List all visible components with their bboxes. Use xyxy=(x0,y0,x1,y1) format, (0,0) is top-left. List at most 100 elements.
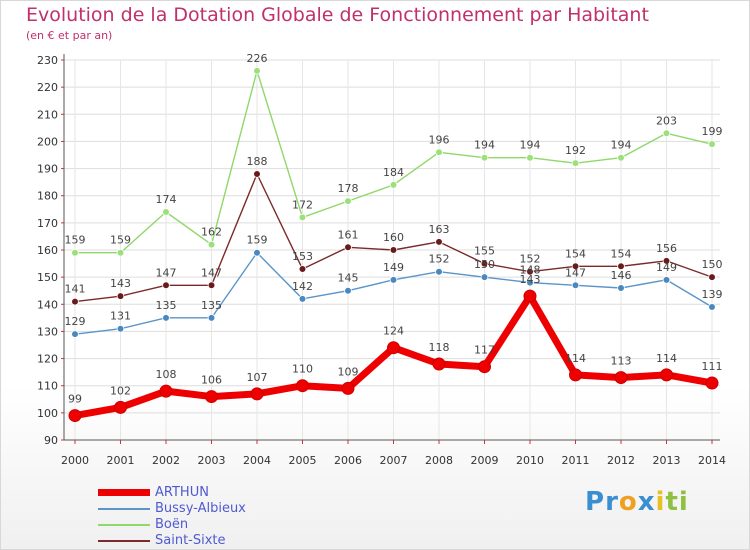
data-label-bo-n: 192 xyxy=(565,144,586,157)
point-bussy-albieux xyxy=(708,303,716,311)
point-arthun xyxy=(250,387,264,401)
point-bo-n xyxy=(162,208,170,216)
point-arthun xyxy=(114,400,127,414)
data-label-bussy-albieux: 150 xyxy=(474,258,495,271)
point-bo-n xyxy=(71,248,79,257)
y-tick-label: 130 xyxy=(37,325,58,338)
y-tick-label: 160 xyxy=(37,244,58,257)
x-tick-label: 2001 xyxy=(107,454,135,467)
data-label-arthun: 124 xyxy=(383,325,404,338)
data-label-saint-sixte: 154 xyxy=(611,247,632,260)
y-tick-label: 210 xyxy=(37,108,58,121)
data-label-bo-n: 226 xyxy=(247,52,268,65)
data-label-bo-n: 194 xyxy=(474,139,495,152)
y-tick-label: 140 xyxy=(37,298,58,311)
data-label-bo-n: 194 xyxy=(520,139,541,152)
data-label-bussy-albieux: 135 xyxy=(156,299,177,312)
data-label-arthun: 118 xyxy=(429,341,450,354)
data-label-bo-n: 178 xyxy=(338,182,359,195)
data-label-bo-n: 159 xyxy=(65,234,86,247)
data-label-bo-n: 203 xyxy=(656,114,677,127)
data-label-bussy-albieux: 148 xyxy=(520,264,541,277)
x-tick-label: 2006 xyxy=(334,454,362,467)
point-saint-sixte xyxy=(253,170,261,178)
logo-letter: P xyxy=(585,487,606,517)
data-label-saint-sixte: 147 xyxy=(156,266,177,279)
point-bo-n xyxy=(116,248,125,257)
point-bo-n xyxy=(526,153,534,162)
point-bussy-albieux xyxy=(253,248,261,257)
legend-label: Boën xyxy=(155,517,189,532)
point-bo-n xyxy=(253,67,261,75)
data-label-saint-sixte: 163 xyxy=(429,223,450,236)
data-label-saint-sixte: 147 xyxy=(201,266,222,279)
point-bussy-albieux xyxy=(662,276,671,284)
point-bo-n xyxy=(708,140,716,148)
legend-label: Saint-Sixte xyxy=(155,533,226,548)
chart-subtitle: (en € et par an) xyxy=(26,29,113,42)
point-arthun xyxy=(387,341,400,355)
point-bussy-albieux xyxy=(389,276,398,284)
x-tick-label: 2011 xyxy=(562,454,590,467)
x-tick-label: 2005 xyxy=(289,454,317,467)
x-tick-label: 2012 xyxy=(607,454,635,467)
point-saint-sixte xyxy=(116,292,125,300)
y-tick-label: 170 xyxy=(37,217,58,230)
x-tick-label: 2002 xyxy=(152,454,180,467)
data-label-saint-sixte: 161 xyxy=(338,228,359,241)
x-tick-label: 2009 xyxy=(471,454,499,467)
y-tick-label: 90 xyxy=(44,434,58,447)
x-tick-label: 2007 xyxy=(380,454,408,467)
logo-letter: i xyxy=(678,487,689,517)
x-tick-label: 2014 xyxy=(698,454,726,467)
point-saint-sixte xyxy=(298,265,307,273)
y-tick-label: 190 xyxy=(37,163,58,176)
y-tick-label: 150 xyxy=(37,271,58,284)
proxiti-logo: Proxiti xyxy=(585,487,689,517)
point-bo-n xyxy=(480,153,489,162)
data-label-bo-n: 184 xyxy=(383,166,404,179)
point-bo-n xyxy=(344,197,352,205)
point-arthun xyxy=(523,289,537,303)
point-bussy-albieux xyxy=(617,284,625,292)
data-label-arthun: 107 xyxy=(247,371,268,384)
data-label-saint-sixte: 155 xyxy=(474,245,495,258)
data-label-saint-sixte: 154 xyxy=(565,247,586,260)
data-label-arthun: 106 xyxy=(201,374,222,387)
data-label-bussy-albieux: 149 xyxy=(656,261,677,274)
point-arthun xyxy=(432,357,446,371)
data-label-bussy-albieux: 152 xyxy=(429,253,450,266)
point-arthun xyxy=(68,409,82,423)
point-bussy-albieux xyxy=(480,273,489,281)
point-bussy-albieux xyxy=(162,314,170,322)
data-label-bussy-albieux: 145 xyxy=(338,272,359,285)
logo-letter: r xyxy=(605,487,619,517)
point-saint-sixte xyxy=(435,238,443,246)
legend-swatch-saint-sixte xyxy=(98,540,150,542)
point-saint-sixte xyxy=(344,243,352,252)
data-label-bo-n: 194 xyxy=(611,139,632,152)
point-bussy-albieux xyxy=(526,278,534,287)
point-arthun xyxy=(205,390,218,404)
point-saint-sixte xyxy=(708,273,716,281)
data-label-saint-sixte: 150 xyxy=(702,258,723,271)
data-label-saint-sixte: 188 xyxy=(247,155,268,168)
point-bussy-albieux xyxy=(207,314,216,322)
y-tick-label: 120 xyxy=(37,353,58,366)
data-label-bussy-albieux: 131 xyxy=(110,310,131,323)
logo-letter: x xyxy=(637,487,656,517)
data-label-bussy-albieux: 149 xyxy=(383,261,404,274)
data-label-saint-sixte: 143 xyxy=(110,277,131,290)
point-arthun xyxy=(478,360,491,374)
legend-swatch-bo-n xyxy=(98,524,150,526)
data-label-bussy-albieux: 146 xyxy=(611,269,632,282)
data-label-saint-sixte: 141 xyxy=(65,283,86,296)
point-arthun xyxy=(614,371,628,385)
point-bussy-albieux xyxy=(116,324,125,333)
legend-swatch-bussy-albieux xyxy=(98,508,150,510)
point-bussy-albieux xyxy=(71,330,79,338)
point-bussy-albieux xyxy=(344,286,352,295)
y-tick-label: 220 xyxy=(37,81,58,94)
point-bussy-albieux xyxy=(571,281,580,290)
point-saint-sixte xyxy=(662,257,671,265)
